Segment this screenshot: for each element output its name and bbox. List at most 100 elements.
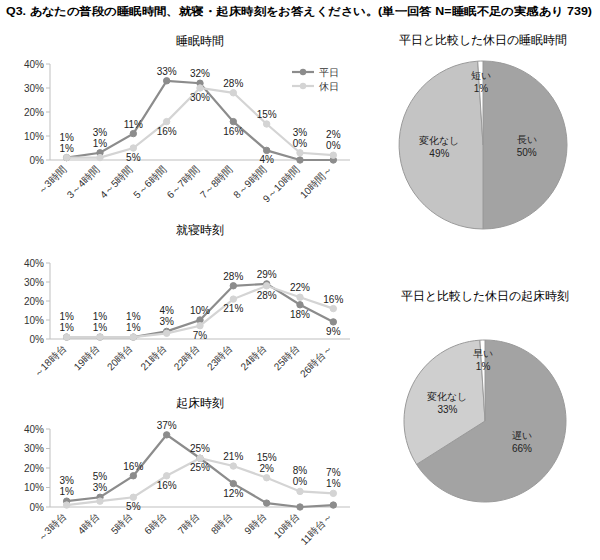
y-tick-label: 0% [30, 502, 45, 513]
data-label: 30% [190, 92, 210, 103]
series-marker [263, 283, 269, 289]
series-marker [130, 334, 136, 340]
pie-chart: 平日と比較した休日の睡眠時間長い50%変化なし49%短い1% [399, 33, 567, 229]
series-marker [63, 154, 69, 160]
data-label: 7% [326, 467, 341, 478]
data-label: 1% [59, 322, 74, 333]
series-marker [197, 85, 203, 91]
y-tick-label: 30% [24, 277, 44, 288]
series-line [67, 88, 334, 158]
x-tick-label: 6時台 [142, 511, 168, 537]
x-tick-label: 24時台 [238, 343, 268, 373]
x-tick-label: 9時台 [242, 511, 268, 537]
series-marker [330, 152, 336, 158]
data-label: 49% [429, 148, 449, 159]
data-label: 16% [123, 461, 143, 472]
series-marker [330, 490, 336, 496]
plot-area [63, 78, 336, 164]
x-tick-label: 20時台 [105, 343, 135, 373]
y-tick-label: 30% [24, 83, 44, 94]
data-label: 50% [517, 147, 537, 158]
y-tick-label: 20% [24, 463, 44, 474]
chart-title: 平日と比較した休日の起床時刻 [401, 289, 569, 303]
y-tick-label: 0% [30, 155, 45, 166]
data-label: 28% [257, 290, 277, 301]
x-tick-label: 8時台 [209, 511, 235, 537]
series-marker [197, 323, 203, 329]
legend-marker [300, 83, 306, 89]
series-marker [97, 498, 103, 504]
data-label: 16% [323, 294, 343, 305]
legend: 平日休日 [292, 67, 339, 92]
y-tick [46, 301, 50, 302]
y-tick-label: 40% [24, 258, 44, 269]
data-label: 5% [126, 501, 141, 512]
series-marker [197, 455, 203, 461]
series-marker [197, 455, 203, 461]
data-label: 1% [59, 132, 74, 143]
series-marker [163, 432, 169, 438]
y-tick-label: 10% [24, 131, 44, 142]
data-labels: 3%1%5%3%16%5%37%16%25%25%12%21%2%15%0%8%… [59, 420, 340, 512]
y-tick [46, 487, 50, 488]
series-marker [297, 157, 303, 163]
data-label: 32% [190, 68, 210, 79]
x-tick-label: 22時台 [172, 343, 202, 373]
y-tick [46, 448, 50, 449]
series-line [67, 458, 334, 505]
data-label: 33% [157, 66, 177, 77]
pie-chart: 平日と比較した休日の起床時刻遅い66%変化なし33%早い1% [401, 289, 569, 502]
data-label: 0% [326, 140, 341, 151]
data-label: 21% [223, 303, 243, 314]
data-labels: 1%1%3%1%11%5%33%16%32%30%16%28%4%15%0%3%… [59, 66, 340, 166]
data-label: 15% [257, 452, 277, 463]
data-label: 3% [293, 127, 308, 138]
series-marker [297, 294, 303, 300]
data-label: 1% [93, 311, 108, 322]
slice-label: 変化なし [419, 135, 459, 146]
y-tick [46, 263, 50, 264]
series-marker [163, 473, 169, 479]
slice-label: 短い [471, 70, 491, 81]
data-label: 5% [93, 471, 108, 482]
data-label: 1% [474, 83, 489, 94]
chart-title: 平日と比較した休日の睡眠時間 [399, 33, 567, 47]
series-line [67, 81, 334, 160]
data-label: 3% [159, 316, 174, 327]
series-marker [297, 150, 303, 156]
y-tick-label: 10% [24, 315, 44, 326]
data-label: 33% [437, 404, 457, 415]
x-tick-label: 5～6時間 [131, 164, 168, 201]
data-label: 28% [223, 78, 243, 89]
series-marker [63, 154, 69, 160]
series-marker [330, 305, 336, 311]
page-title: Q3. あなたの普段の睡眠時間、就寝・起床時刻をお答えください。(単一回答 N=… [6, 5, 592, 18]
data-label: 1% [476, 361, 491, 372]
legend-label: 平日 [319, 67, 339, 78]
x-tick-label: 10時台 [272, 511, 302, 541]
x-tick-label: ～3時台 [35, 511, 68, 544]
pie-slice [399, 61, 483, 229]
line-chart: 睡眠時間0%10%20%30%40%～3時間3～4時間4～5時間5～6時間6～7… [24, 34, 350, 204]
y-tick-label: 10% [24, 482, 44, 493]
data-label: 0% [293, 138, 308, 149]
y-tick-label: 20% [24, 107, 44, 118]
series-marker [297, 504, 303, 510]
series-marker [263, 121, 269, 127]
x-tick-label: 5時台 [109, 511, 135, 537]
slice-label: 遅い [512, 430, 532, 441]
chart-title: 起床時刻 [176, 396, 224, 410]
data-label: 4% [259, 154, 274, 165]
plot-area [63, 281, 336, 341]
x-tick-label: 19時台 [72, 343, 102, 373]
series-marker [230, 480, 236, 486]
legend-label: 休日 [319, 81, 339, 92]
canvas: Q3. あなたの普段の睡眠時間、就寝・起床時刻をお答えください。(単一回答 N=… [0, 0, 600, 560]
y-tick-label: 30% [24, 443, 44, 454]
data-label: 3% [93, 127, 108, 138]
data-label: 5% [126, 152, 141, 163]
series-marker [97, 154, 103, 160]
data-label: 29% [257, 269, 277, 280]
x-tick-label: ～3時間 [35, 164, 68, 197]
data-label: 3% [59, 475, 74, 486]
